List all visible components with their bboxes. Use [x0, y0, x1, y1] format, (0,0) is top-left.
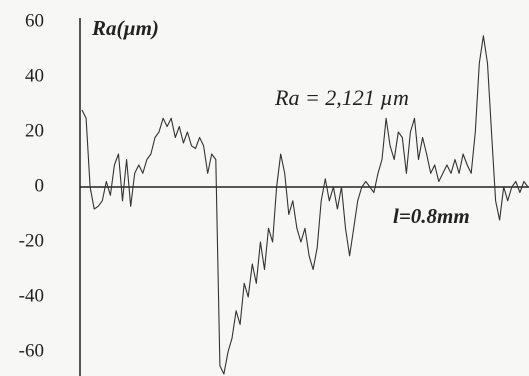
- x-axis-label: l=0.8mm: [393, 204, 470, 228]
- y-tick-label: 0: [35, 175, 45, 196]
- y-tick-label: -40: [19, 285, 44, 306]
- y-tick-label: 40: [25, 65, 44, 86]
- y-axis-label: Ra(µm): [91, 16, 159, 40]
- annotation: Ra = 2,121 µm: [274, 85, 409, 110]
- y-tick-label: 20: [25, 120, 44, 141]
- profile-line: [81, 35, 529, 375]
- y-tick-label: -60: [19, 340, 44, 361]
- y-tick-label: -20: [19, 230, 44, 251]
- y-tick-label: 60: [25, 10, 44, 31]
